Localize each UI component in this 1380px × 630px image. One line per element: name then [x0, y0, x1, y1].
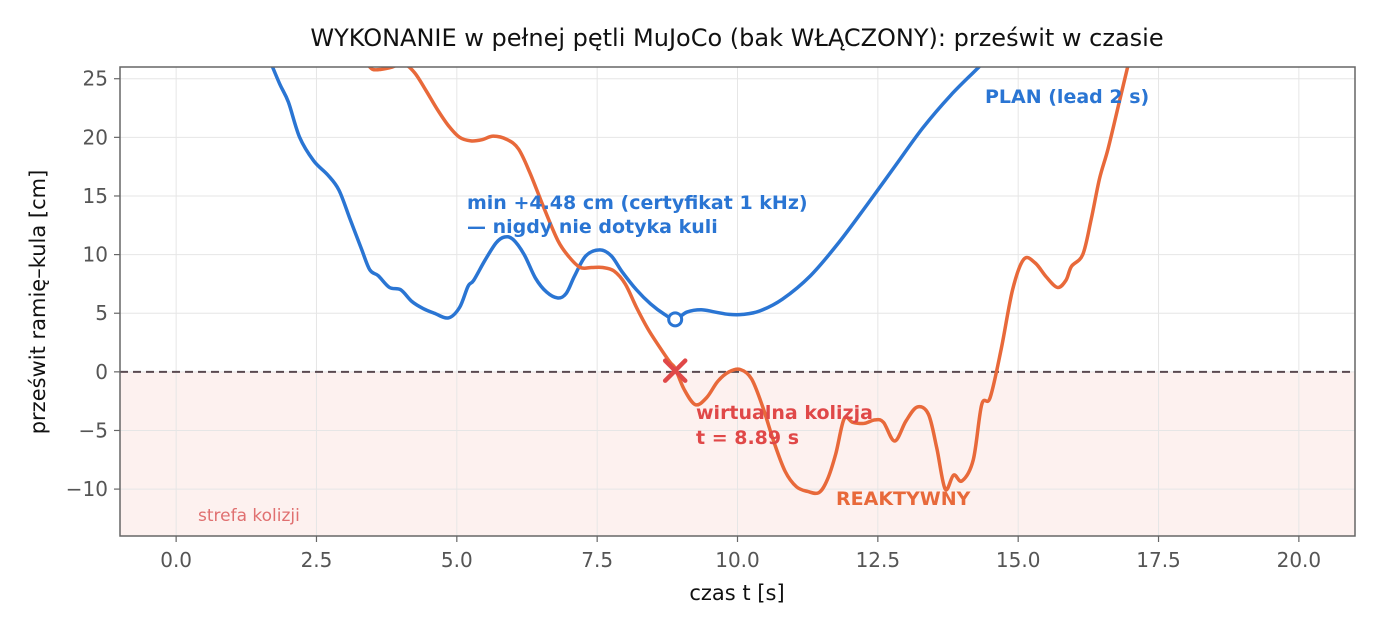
series-line-plan — [270, 67, 982, 322]
y-tick-label: −5 — [79, 418, 108, 442]
plan-min-marker — [667, 311, 684, 328]
x-tick-label: 12.5 — [856, 548, 901, 572]
x-tick-label: 10.0 — [715, 548, 760, 572]
chart-title: WYKONANIE w pełnej pętli MuJoCo (bak WŁĄ… — [310, 24, 1163, 52]
min-clearance-annotation-line1: min +4.48 cm (certyfikat 1 kHz) — [467, 192, 808, 214]
collision-zone-label: strefa kolizji — [198, 506, 300, 526]
grid — [120, 67, 1355, 536]
series-line-reactive — [367, 67, 1130, 496]
x-tick-label: 15.0 — [996, 548, 1041, 572]
y-tick-label: 20 — [83, 125, 108, 149]
x-tick-label: 2.5 — [301, 548, 333, 572]
x-tick-label: 7.5 — [581, 548, 613, 572]
y-tick-label: 5 — [95, 301, 108, 325]
series-lines — [270, 67, 1130, 496]
x-tick-label: 17.5 — [1136, 548, 1181, 572]
min-clearance-annotation-line2: — nigdy nie dotyka kuli — [467, 216, 718, 238]
y-tick-label: 15 — [83, 184, 108, 208]
x-axis-ticks: 0.0 2.5 5.0 7.5 10.0 12.5 15.0 17.5 20.0 — [160, 536, 1321, 572]
collision-marker-stroke — [662, 358, 688, 383]
collision-annotation-line1: wirtualna kolizja — [696, 402, 873, 424]
y-tick-label: 0 — [95, 360, 108, 384]
y-axis-ticks: −10 −5 0 5 10 15 20 25 — [66, 67, 120, 501]
x-tick-label: 5.0 — [441, 548, 473, 572]
collision-marker — [662, 358, 688, 383]
x-axis-label: czas t [s] — [689, 581, 784, 605]
collision-annotation-line2: t = 8.89 s — [696, 427, 799, 449]
x-tick-label: 0.0 — [160, 548, 192, 572]
reactive-series-label: REAKTYWNY — [836, 488, 971, 510]
y-tick-label: −10 — [66, 477, 108, 501]
y-tick-label: 25 — [83, 67, 108, 91]
x-tick-label: 20.0 — [1277, 548, 1322, 572]
y-axis-label: prześwit ramię–kula [cm] — [26, 170, 50, 435]
plan-series-label: PLAN (lead 2 s) — [985, 86, 1149, 108]
markers — [662, 311, 688, 383]
y-tick-label: 10 — [83, 243, 108, 267]
